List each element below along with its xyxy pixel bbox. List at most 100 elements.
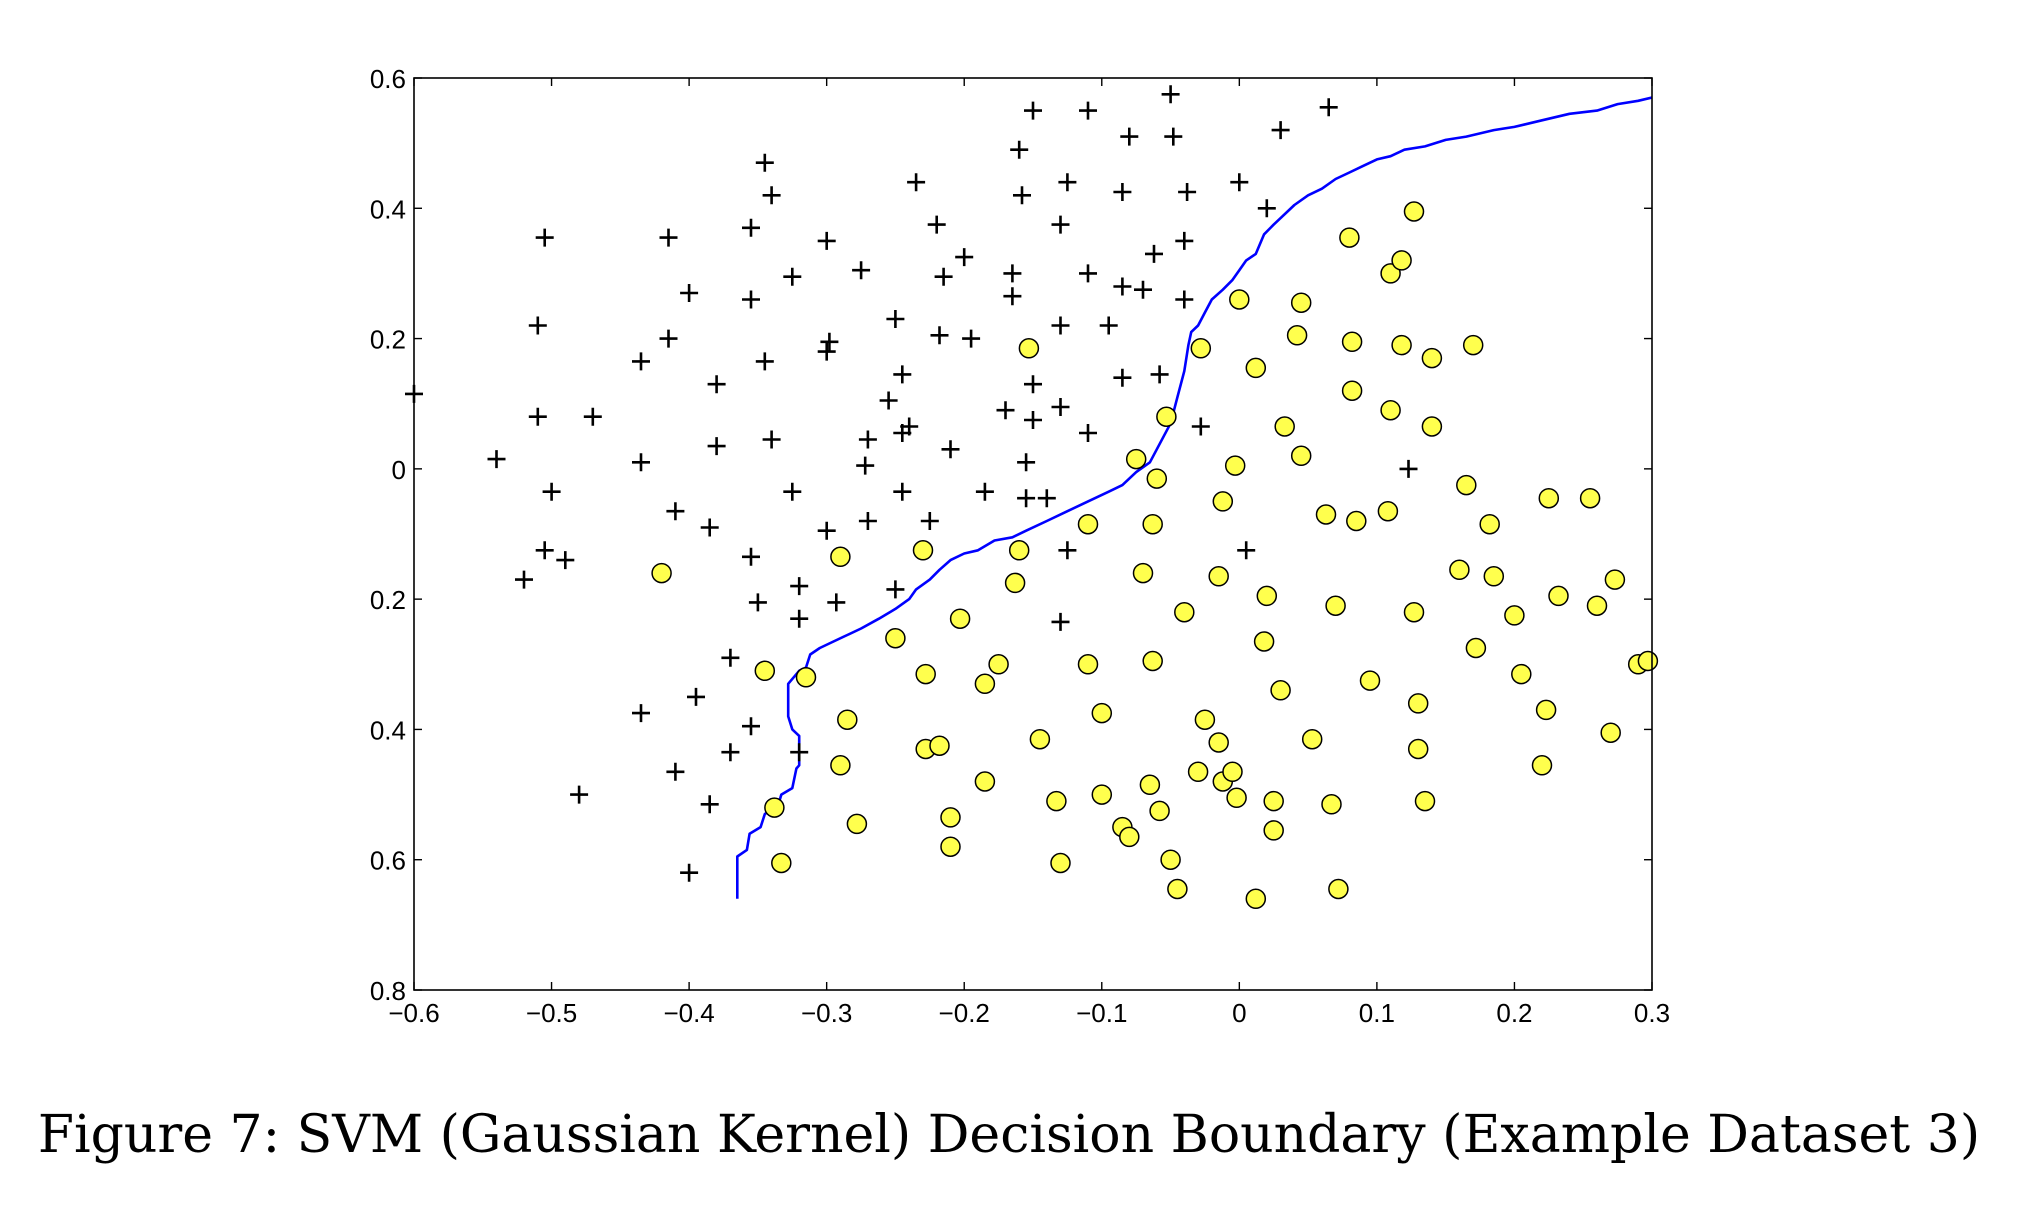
- positive-point: [783, 482, 802, 501]
- negative-point: [1341, 380, 1363, 401]
- y-tick-label: 0: [392, 455, 406, 485]
- negative-point: [940, 807, 961, 828]
- negative-point: [1256, 585, 1278, 607]
- positive-point: [1164, 127, 1183, 146]
- negative-point: [1174, 601, 1195, 623]
- negative-point: [1263, 820, 1284, 841]
- negative-point: [1328, 878, 1349, 900]
- negative-point: [830, 755, 851, 776]
- positive-point: [886, 580, 905, 599]
- negative-point: [1341, 331, 1363, 353]
- y-tick-label: 0.8: [370, 976, 406, 1006]
- negative-point: [1224, 455, 1246, 476]
- positive-point: [1010, 140, 1029, 159]
- positive-point: [817, 231, 836, 250]
- positive-point: [556, 551, 575, 570]
- x-tick-label: −0.5: [526, 998, 577, 1028]
- positive-point: [975, 482, 994, 501]
- positive-point: [583, 407, 602, 426]
- positive-point: [1051, 612, 1070, 631]
- positive-point: [1113, 183, 1132, 201]
- negative-point: [1018, 338, 1040, 359]
- positive-point: [1191, 417, 1210, 436]
- negative-point: [1119, 826, 1140, 848]
- positive-point: [707, 437, 726, 456]
- positive-point: [1399, 459, 1418, 478]
- negative-point: [1586, 595, 1608, 616]
- negative-point: [1391, 250, 1412, 271]
- negative-point: [1321, 794, 1342, 815]
- negative-point: [1091, 702, 1113, 724]
- negative-point: [1142, 650, 1163, 672]
- negative-point: [771, 852, 792, 874]
- positive-point: [941, 440, 960, 459]
- positive-point: [1134, 280, 1152, 299]
- negative-point: [1346, 510, 1367, 532]
- positive-point: [790, 577, 809, 596]
- positive-point: [1079, 101, 1097, 120]
- positive-point: [1271, 121, 1290, 140]
- negative-point: [1139, 774, 1161, 796]
- positive-point: [632, 453, 650, 472]
- negative-point: [795, 667, 817, 688]
- positive-point: [1017, 489, 1036, 508]
- positive-point: [996, 401, 1015, 420]
- negative-point: [1270, 680, 1291, 701]
- positive-point: [755, 352, 774, 371]
- positive-point: [748, 593, 767, 612]
- positive-point: [1037, 489, 1056, 508]
- positive-point: [879, 391, 898, 410]
- positive-point: [962, 329, 981, 348]
- negative-point: [1391, 334, 1412, 356]
- x-tick-label: 0: [1232, 998, 1246, 1028]
- negative-point: [1149, 800, 1170, 822]
- positive-point: [1003, 287, 1022, 306]
- x-tick-label: −0.4: [663, 998, 714, 1028]
- positive-point: [1319, 98, 1338, 117]
- y-tick-label: 0.4: [370, 715, 406, 745]
- negative-point: [846, 813, 868, 835]
- positive-point: [900, 417, 919, 436]
- negative-point: [1315, 504, 1337, 525]
- positive-point: [858, 430, 877, 449]
- negative-point: [1465, 637, 1487, 659]
- negative-point: [1142, 513, 1163, 535]
- positive-point: [687, 687, 705, 706]
- x-tick-label: 0.3: [1634, 998, 1670, 1028]
- negative-point: [1194, 709, 1216, 730]
- x-tick-label: −0.6: [388, 998, 439, 1028]
- positive-point: [1024, 101, 1042, 120]
- y-tick-label: 0.2: [370, 325, 406, 355]
- y-tick-label: 0.6: [370, 64, 406, 94]
- positive-point: [528, 316, 547, 335]
- negative-point: [912, 540, 934, 561]
- positive-point: [721, 743, 740, 762]
- negative-point: [764, 797, 785, 818]
- negative-point: [1377, 500, 1399, 522]
- y-tick-label: 0.2: [370, 585, 406, 615]
- y-tick-label: 0.4: [370, 194, 406, 224]
- axes-frame: [413, 77, 1653, 991]
- positive-point: [742, 717, 760, 736]
- negative-point: [754, 660, 776, 682]
- positive-point: [700, 518, 719, 537]
- negative-point: [1421, 416, 1443, 437]
- negative-point: [1286, 325, 1308, 346]
- negative-point: [1483, 566, 1505, 587]
- positive-point: [1120, 127, 1139, 146]
- negative-point: [1290, 292, 1312, 313]
- positive-point: [920, 512, 939, 530]
- negative-point: [1212, 491, 1234, 512]
- decision-boundary-layer: [735, 96, 1653, 899]
- negative-point: [949, 608, 971, 629]
- negative-point: [1245, 888, 1267, 910]
- positive-point: [528, 407, 547, 426]
- negative-point: [1548, 585, 1569, 607]
- positive-point: [817, 521, 836, 540]
- negative-point: [1407, 693, 1429, 714]
- figure-caption: Figure 7: SVM (Gaussian Kernel) Decision…: [37, 1105, 1981, 1165]
- negative-point: [1325, 595, 1346, 616]
- positive-point: [856, 456, 875, 475]
- positive-point: [783, 267, 802, 286]
- positive-point: [542, 482, 561, 501]
